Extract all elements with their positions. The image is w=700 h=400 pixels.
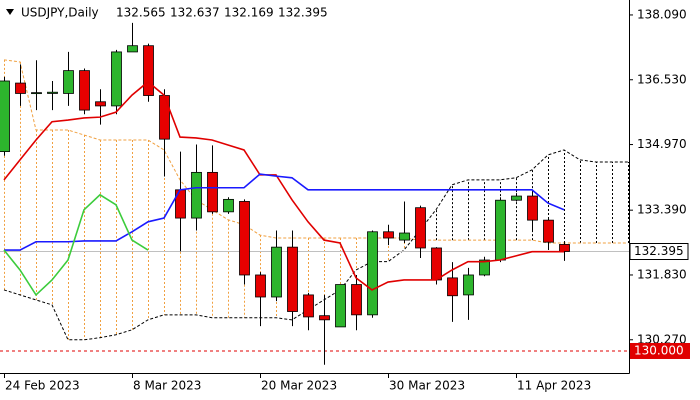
candle-body: [495, 199, 506, 261]
candle-body: [335, 284, 346, 328]
indicator-line: [3, 193, 149, 297]
candle-body: [271, 246, 282, 298]
candle-body: [63, 70, 74, 94]
level-box: [630, 342, 690, 359]
candle-body: [191, 171, 202, 219]
level-label: 130.000: [634, 343, 684, 357]
y-tick-label: 136.530: [637, 72, 687, 86]
candle-body: [351, 284, 362, 316]
candle-body: [127, 45, 138, 53]
candle-body: [415, 207, 426, 249]
candle-body: [447, 277, 458, 297]
last-price-box: [629, 243, 689, 261]
x-tick-label: 20 Mar 2023: [261, 379, 337, 393]
candle-body: [511, 195, 522, 201]
y-tick-label: 130.270: [637, 332, 687, 346]
candle-body: [383, 231, 394, 239]
candle-body: [31, 92, 42, 95]
candle-body: [15, 82, 26, 94]
candle-body: [527, 195, 538, 221]
candle-body: [223, 198, 234, 213]
collapse-icon[interactable]: [6, 9, 14, 15]
candle-body: [367, 231, 378, 316]
candle-body: [463, 274, 474, 296]
header-close: 132.395: [278, 6, 328, 20]
candle-body: [399, 232, 410, 241]
header-high: 132.637: [170, 6, 220, 20]
y-tick-label: 133.390: [637, 203, 687, 217]
indicator-line: [3, 80, 564, 291]
candle-body: [159, 95, 170, 140]
candle-body: [47, 91, 58, 94]
candle-body: [143, 45, 154, 96]
y-tick-label: 138.090: [637, 7, 687, 21]
candle-body: [111, 51, 122, 107]
candle-body: [79, 70, 90, 111]
candle-body: [319, 315, 330, 321]
indicator-line: [4, 173, 565, 251]
candle-body: [479, 259, 490, 276]
chart-title: USDJPY,Daily: [21, 6, 99, 20]
cloud-upper-line: [3, 59, 628, 244]
cloud-lower-line: [3, 149, 628, 341]
candle-body: [559, 244, 570, 252]
candle-body: [239, 201, 250, 276]
candle-body: [303, 294, 314, 318]
candle-body: [95, 101, 106, 107]
header-low: 132.169: [224, 6, 274, 20]
candle-body: [431, 247, 442, 281]
x-tick-label: 11 Apr 2023: [517, 379, 591, 393]
plot-layer: [0, 22, 629, 365]
last-price-label: 132.395: [634, 244, 684, 258]
candle-body: [207, 171, 218, 213]
y-tick-label: 131.830: [637, 267, 687, 281]
candle-body: [255, 274, 266, 298]
x-tick-label: 8 Mar 2023: [133, 379, 201, 393]
x-tick-label: 30 Mar 2023: [389, 379, 465, 393]
y-tick-label: 134.970: [637, 137, 687, 151]
header-open: 132.565: [116, 6, 166, 20]
candle-body: [287, 246, 298, 312]
candle-body: [0, 80, 10, 153]
candle-body: [543, 219, 554, 243]
x-tick-label: 24 Feb 2023: [5, 379, 80, 393]
